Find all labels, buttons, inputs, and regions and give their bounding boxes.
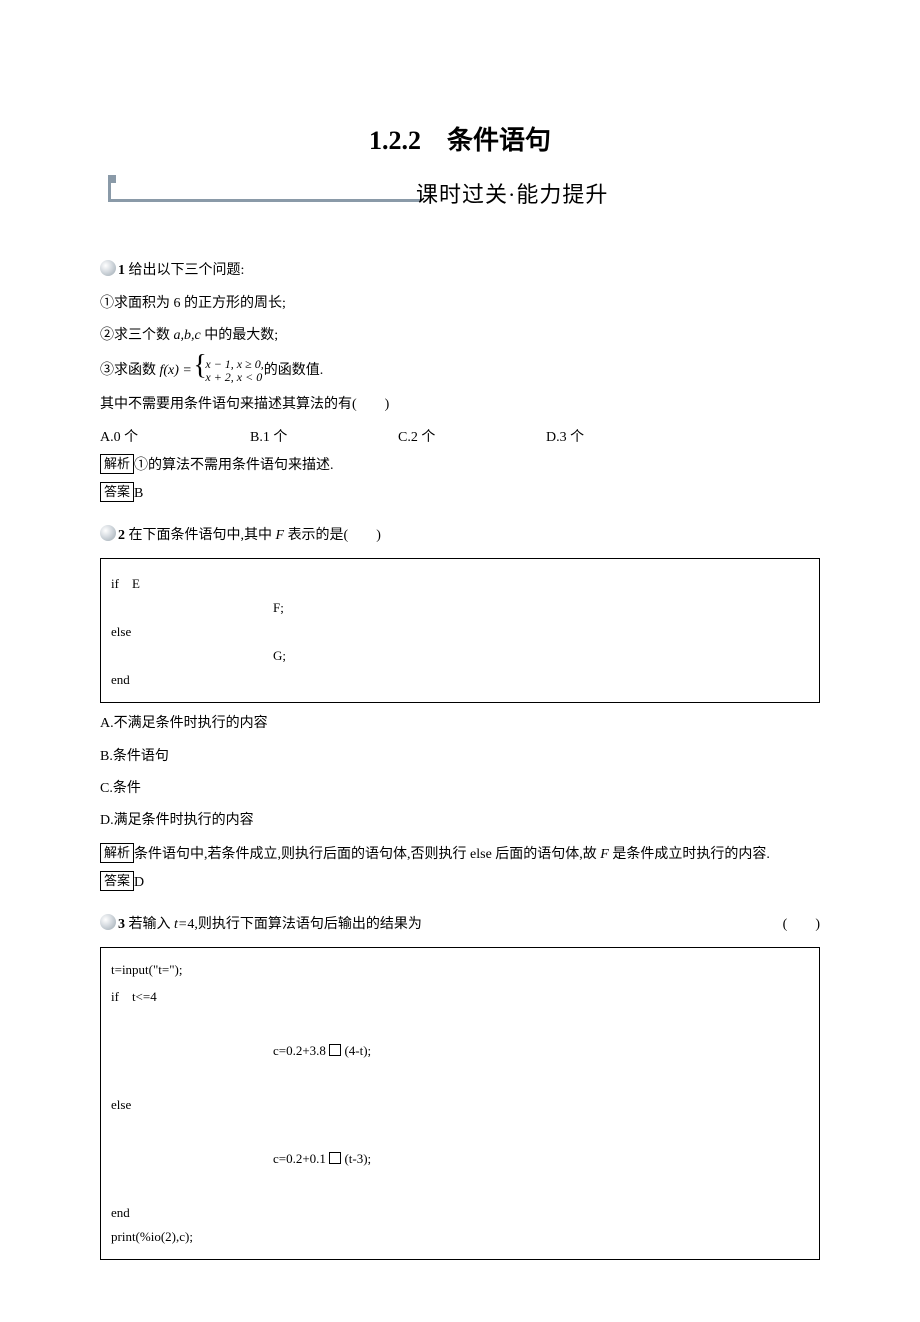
analysis-label: 解析: [100, 843, 134, 863]
piecewise-case2: x + 2, x < 0: [205, 371, 263, 384]
q1-number: 1: [118, 263, 125, 278]
q2-opt-d: D.满足条件时执行的内容: [100, 810, 820, 832]
code-line: end: [111, 1205, 809, 1221]
code-frag: c=0.2+3.8: [273, 1043, 329, 1058]
q2-analysis: 解析条件语句中,若条件成立,则执行后面的语句体,否则执行 else 后面的语句体…: [100, 843, 820, 863]
q1-item3: ③求函数 f(x) = x − 1, x ≥ 0, x + 2, x < 0 的…: [100, 358, 820, 384]
q2-head-var: F: [276, 528, 285, 543]
blank-box-icon: [329, 1044, 341, 1056]
q2-head-post: 表示的是( ): [284, 528, 381, 543]
code-line: else: [111, 624, 809, 640]
code-line: if E: [111, 573, 809, 592]
q1-head-text: 给出以下三个问题:: [125, 263, 244, 278]
q1-item3-fx: f(x) =: [160, 363, 196, 378]
q1-answer-text: B: [134, 486, 143, 501]
q1-item3-post: 的函数值.: [264, 363, 324, 378]
q1-opt-b: B.1 个: [250, 426, 398, 446]
banner-corner-decoration: [108, 181, 421, 202]
q2-opt-a: A.不满足条件时执行的内容: [100, 713, 820, 735]
q3-head-pre: 若输入: [125, 917, 174, 932]
q2-opt-b: B.条件语句: [100, 746, 820, 768]
q1-item3-pre: ③求函数: [100, 363, 160, 378]
q2-opt-c: C.条件: [100, 778, 820, 800]
code-line: t=input("t=");: [111, 962, 809, 978]
question-3-head: 3 若输入 t=4,则执行下面算法语句后输出的结果为 ( ): [100, 913, 820, 933]
code-line: F;: [111, 600, 809, 616]
question-1-head: 1 给出以下三个问题:: [100, 259, 820, 279]
code-frag: (4-t);: [341, 1043, 371, 1058]
answer-label: 答案: [100, 871, 134, 891]
q1-item1: ①求面积为 6 的正方形的周长;: [100, 293, 820, 315]
code-line: if t<=4: [111, 986, 809, 1005]
bullet-icon: [100, 525, 116, 541]
q1-opt-d: D.3 个: [546, 426, 646, 446]
piecewise-case1: x − 1, x ≥ 0,: [205, 358, 263, 371]
question-2-head: 2 在下面条件语句中,其中 F 表示的是( ): [100, 524, 820, 544]
q1-opt-c: C.2 个: [398, 426, 546, 446]
q1-item2-pre: ②求三个数: [100, 328, 174, 343]
bullet-icon: [100, 914, 116, 930]
q2-answer-text: D: [134, 875, 144, 890]
code-line: else: [111, 1097, 809, 1113]
page-title: 1.2.2 条件语句: [100, 120, 820, 157]
code-frag: c=0.2+0.1: [273, 1151, 329, 1166]
q1-item2-post: 中的最大数;: [201, 328, 278, 343]
blank-box-icon: [329, 1152, 341, 1164]
q2-analysis-pre: 条件语句中,若条件成立,则执行后面的语句体,否则执行 else 后面的语句体,故: [134, 847, 600, 862]
code-frag: (t-3);: [341, 1151, 371, 1166]
code-line: print(%io(2),c);: [111, 1229, 809, 1245]
q2-answer: 答案D: [100, 871, 820, 891]
code-line: c=0.2+0.1 (t-3);: [111, 1151, 809, 1167]
q1-answer: 答案B: [100, 482, 820, 502]
code-line: c=0.2+3.8 (4-t);: [111, 1043, 809, 1059]
answer-label: 答案: [100, 482, 134, 502]
section-banner: 课时过关·能力提升: [100, 181, 820, 225]
q3-paren: ( ): [783, 913, 820, 933]
q2-number: 2: [118, 528, 125, 543]
q2-analysis-var: F: [600, 847, 609, 862]
q3-number: 3: [118, 917, 125, 932]
q1-item2: ②求三个数 a,b,c 中的最大数;: [100, 325, 820, 347]
code-line: end: [111, 672, 809, 688]
q3-head-post: ,则执行下面算法语句后输出的结果为: [194, 917, 422, 932]
q2-analysis-post: 是条件成立时执行的内容.: [609, 847, 770, 862]
q1-options: A.0 个 B.1 个 C.2 个 D.3 个: [100, 426, 820, 446]
code-line: G;: [111, 648, 809, 664]
q2-head-pre: 在下面条件语句中,其中: [125, 528, 276, 543]
piecewise-brace: x − 1, x ≥ 0, x + 2, x < 0: [195, 358, 263, 384]
q1-analysis: 解析①的算法不需用条件语句来描述.: [100, 454, 820, 474]
q1-opt-a: A.0 个: [100, 426, 250, 446]
q2-code-box: if E F; else G; end: [100, 558, 820, 703]
q1-stem: 其中不需要用条件语句来描述其算法的有( ): [100, 394, 820, 416]
banner-text: 课时过关·能力提升: [416, 177, 608, 209]
q1-analysis-text: ①的算法不需用条件语句来描述.: [134, 458, 334, 473]
q3-code-box: t=input("t="); if t<=4 c=0.2+3.8 (4-t); …: [100, 947, 820, 1260]
bullet-icon: [100, 260, 116, 276]
q3-head-var: t=: [174, 917, 187, 932]
analysis-label: 解析: [100, 454, 134, 474]
q1-item2-vars: a,b,c: [174, 328, 201, 343]
